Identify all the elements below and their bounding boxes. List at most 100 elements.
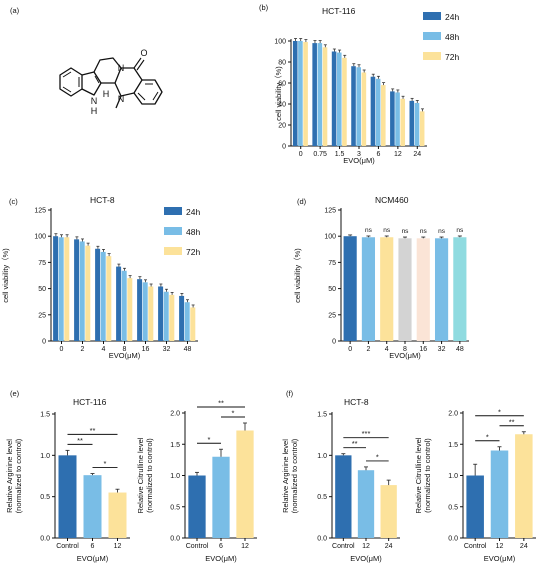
bar	[351, 66, 356, 146]
x-tick-label: 0	[299, 151, 303, 158]
bar	[361, 237, 376, 341]
bar	[342, 57, 347, 146]
bar	[466, 475, 484, 538]
lactam-ring	[114, 67, 143, 97]
y-tick-label: 40	[278, 102, 286, 109]
y-axis-label: Relative Citrulline level	[414, 437, 423, 513]
legend-label: 48h	[445, 32, 459, 42]
x-tick-label: 0	[348, 346, 352, 353]
x-tick-label: 32	[163, 346, 171, 353]
x-axis-label: EVO(μM)	[77, 554, 109, 563]
bar	[190, 307, 196, 341]
bar	[400, 98, 406, 146]
bar	[398, 238, 412, 341]
panel-label: (f)	[286, 389, 294, 398]
lower-benzene-ring	[133, 79, 163, 105]
bar	[83, 475, 102, 538]
legend-swatch	[423, 52, 441, 60]
significance-label: ***	[362, 429, 371, 438]
y-tick-label: 1.5	[170, 442, 180, 449]
significance-label: **	[352, 439, 358, 448]
x-tick-label: 48	[456, 346, 464, 353]
y-tick-label: 100	[274, 39, 286, 46]
x-tick-label: Control	[332, 543, 355, 550]
bar	[169, 294, 175, 341]
y-tick-label: 0.0	[170, 536, 180, 543]
y-tick-label: 0.5	[317, 494, 327, 501]
y-axis-label: Relative Arginine level	[281, 439, 290, 513]
bar	[380, 237, 394, 341]
y-axis-label-secondary: (normalized to control)	[290, 438, 299, 513]
atom-label-n-methyl: N	[118, 94, 125, 104]
x-tick-label: 48	[184, 346, 192, 353]
bar	[395, 92, 400, 146]
x-tick-label: 0.75	[313, 151, 327, 158]
bar	[142, 282, 148, 341]
x-axis-label: EVO(μM)	[484, 554, 516, 563]
panel-label: (d)	[297, 197, 307, 206]
bar	[74, 239, 80, 341]
x-tick-label: 0	[60, 346, 64, 353]
bar	[370, 76, 376, 146]
x-axis-label: EVO(μM)	[389, 351, 421, 360]
x-tick-label: 16	[419, 346, 427, 353]
bar	[163, 291, 169, 341]
legend-label: 48h	[186, 227, 200, 237]
x-tick-label: 6	[219, 543, 223, 550]
y-tick-label: 0.5	[448, 504, 458, 511]
bar	[419, 111, 425, 146]
y-tick-label: 125	[324, 208, 336, 215]
y-axis-label: cell viability（%)	[274, 66, 283, 121]
significance-label: **	[509, 417, 515, 426]
ns-label: ns	[402, 228, 410, 235]
bar	[381, 85, 386, 146]
atom-label-h-indole: H	[91, 106, 98, 116]
y-tick-label: 0.0	[40, 536, 50, 543]
y-tick-label: 1.0	[317, 453, 327, 460]
bar	[490, 450, 509, 538]
y-tick-label: 1.5	[317, 412, 327, 419]
panel-label: (c)	[9, 197, 18, 206]
x-tick-label: 2	[366, 346, 370, 353]
x-tick-label: 24	[385, 543, 393, 550]
indole-benzene-inner	[62, 71, 80, 93]
x-tick-label: 12	[362, 543, 370, 550]
panel-label: (b)	[259, 3, 269, 12]
x-tick-label: 4	[102, 346, 106, 353]
bar	[416, 238, 430, 341]
y-tick-label: 0	[282, 144, 286, 151]
molecule-structure	[59, 57, 163, 109]
bar	[390, 91, 395, 146]
y-tick-label: 25	[328, 312, 336, 319]
y-tick-label: 0.0	[317, 536, 327, 543]
y-tick-label: 50	[38, 286, 46, 293]
x-tick-label: 8	[403, 346, 407, 353]
y-axis-label: Relative Arginine level	[5, 439, 14, 513]
y-tick-label: 0	[332, 339, 336, 346]
legend-label: 72h	[186, 247, 200, 257]
bar	[58, 455, 77, 538]
bar	[121, 270, 127, 341]
y-tick-label: 2.0	[448, 411, 458, 418]
x-tick-label: 12	[496, 543, 504, 550]
x-tick-label: 12	[241, 543, 249, 550]
legend-label: 72h	[445, 52, 459, 62]
significance-label: *	[376, 452, 379, 461]
middle-ring	[93, 57, 122, 84]
chart-title: HCT-116	[73, 397, 107, 407]
x-tick-label: 2	[81, 346, 85, 353]
atom-label-n-lactam: N	[118, 63, 125, 73]
y-tick-label: 1.0	[448, 473, 458, 480]
x-tick-label: 12	[114, 543, 122, 550]
significance-label: *	[208, 435, 211, 444]
legend-swatch	[164, 227, 182, 235]
bar	[85, 245, 91, 341]
significance-label: *	[232, 409, 235, 418]
carbonyl	[133, 57, 145, 71]
bar	[453, 237, 467, 341]
bar	[212, 456, 230, 538]
